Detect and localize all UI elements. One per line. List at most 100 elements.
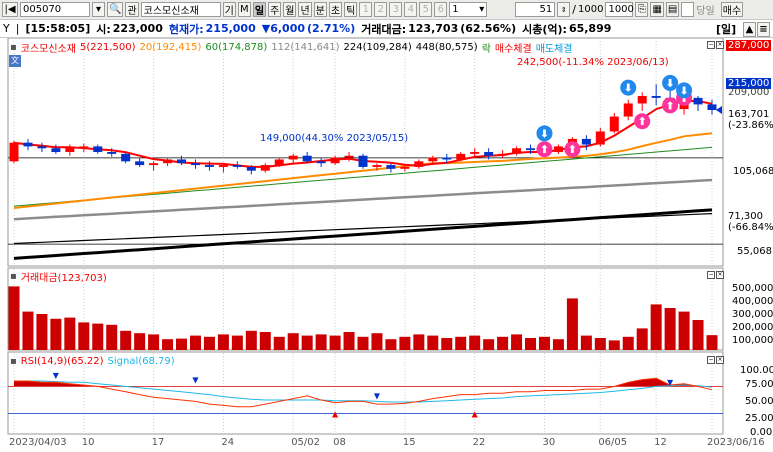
prev-stock-button[interactable]: |◀ xyxy=(2,2,18,17)
date-tick-label: 30 xyxy=(542,437,556,448)
rsi-axis-75: 75.00 xyxy=(745,379,773,390)
volume-bar xyxy=(36,314,48,350)
panel-close-icon[interactable]: × xyxy=(716,41,724,49)
today-label: 당일 xyxy=(696,6,715,17)
volume-minimize-icon[interactable]: − xyxy=(707,271,715,279)
candle-body xyxy=(121,153,131,162)
collapse-icon[interactable]: ▪ xyxy=(10,271,17,282)
collapse-icon[interactable]: ▪ xyxy=(10,356,17,367)
m-button[interactable]: M xyxy=(237,2,251,17)
volume-bar xyxy=(525,338,537,350)
candle-body xyxy=(177,159,187,164)
axis-163k-label: 163,701 xyxy=(728,109,770,120)
chart-tool-icon[interactable]: 文 xyxy=(9,55,21,67)
range-input[interactable]: 1000 xyxy=(605,2,634,17)
ma112-line xyxy=(13,178,713,221)
volume-bar xyxy=(706,335,718,350)
menu-icon[interactable]: ≡ xyxy=(757,22,770,37)
date-tick-label: 06/05 xyxy=(598,437,628,448)
candle-body xyxy=(386,165,396,169)
candle-body xyxy=(707,104,717,110)
vol-axis-500k: 500,000 xyxy=(732,283,773,294)
rsi-panel xyxy=(7,351,724,435)
count-spinner[interactable]: ⇕ xyxy=(557,2,571,17)
volume-bar xyxy=(371,333,383,350)
num-3-button[interactable]: 3 xyxy=(389,2,403,17)
axis-55k-label: 55,068 xyxy=(737,246,772,257)
volume-close-icon[interactable]: × xyxy=(716,271,724,279)
volume-bar xyxy=(203,336,215,350)
period-week-tab[interactable]: 주 xyxy=(268,2,282,17)
num-1-button[interactable]: 1 xyxy=(359,2,373,17)
period-year-tab[interactable]: 년 xyxy=(298,2,312,17)
axis-209k-label: 209,000 xyxy=(728,87,770,98)
volume-bar xyxy=(594,338,606,350)
period-minute-tab[interactable]: 분 xyxy=(313,2,327,17)
volume-bar xyxy=(692,320,704,350)
num-4-button[interactable]: 4 xyxy=(404,2,418,17)
volume-bar xyxy=(483,339,495,350)
search-icon[interactable]: 🔍 xyxy=(107,2,124,17)
volume-bar xyxy=(427,335,439,350)
sell-marker-arrow: ⬇ xyxy=(624,82,633,95)
interval-select[interactable]: 1 ▾ xyxy=(449,2,488,17)
stock-code-input[interactable]: 005070 xyxy=(20,2,90,17)
today-checkbox[interactable] xyxy=(681,2,695,17)
chart-settings-icon[interactable]: Y xyxy=(3,22,10,35)
candle-body xyxy=(651,96,661,98)
rsi-signal-arrow: ▲ xyxy=(332,409,339,418)
count-input[interactable]: 51 xyxy=(515,2,556,17)
candle-body xyxy=(623,103,633,117)
candle-body xyxy=(400,166,410,169)
rsi-close-icon[interactable]: × xyxy=(716,356,724,364)
open-price: 223,000 xyxy=(112,22,163,35)
num-6-button[interactable]: 6 xyxy=(434,2,448,17)
sell-marker xyxy=(536,125,553,142)
volume-bar xyxy=(622,336,634,350)
buy-button[interactable]: 매수 xyxy=(720,2,744,17)
candle-body xyxy=(107,152,117,154)
sell-marker-arrow: ⬇ xyxy=(540,127,549,140)
vol-axis-200k: 200,000 xyxy=(732,322,773,333)
date-tick-label: 08 xyxy=(333,437,346,448)
period-tick-tab[interactable]: 틱 xyxy=(344,2,358,17)
panel-minimize-icon[interactable]: − xyxy=(707,41,715,49)
candle-body xyxy=(37,146,47,149)
period-second-tab[interactable]: 초 xyxy=(328,2,343,17)
screen-icon[interactable]: ⎘ xyxy=(635,2,649,17)
rsi-legend-label: RSI(14,9)(65.22) xyxy=(20,356,104,367)
volume-bar xyxy=(636,328,648,350)
period-day-tab[interactable]: 일 xyxy=(252,2,267,17)
num-5-button[interactable]: 5 xyxy=(419,2,433,17)
volume-bar xyxy=(413,334,425,350)
rsi-minimize-icon[interactable]: − xyxy=(707,356,715,364)
gi-button[interactable]: 기 xyxy=(222,2,236,17)
collapse-icon[interactable]: ▪ xyxy=(10,42,17,53)
grid-icon[interactable]: ▦ xyxy=(650,2,664,17)
candle-body xyxy=(65,147,75,152)
candle-body xyxy=(260,165,270,171)
range-box-value: 1000 xyxy=(608,4,634,15)
date-tick-label: 22 xyxy=(472,437,486,448)
up-arrow-icon[interactable]: ▲ xyxy=(743,22,756,37)
volume-bar xyxy=(231,335,243,350)
chart-icon[interactable]: ▤ xyxy=(665,2,680,17)
num-2-button[interactable]: 2 xyxy=(374,2,388,17)
chart-area[interactable]: ⬆⬆⬆⬆⬆⬇⬇⬇⬇▼▼▲▼▲▼ xyxy=(0,38,773,452)
signal-legend-label: Signal(68.79) xyxy=(107,356,175,367)
volume-bar xyxy=(469,335,481,350)
signal-line xyxy=(14,380,713,403)
stock-name-field: 코스모신소재 xyxy=(140,2,221,17)
dropdown-icon[interactable]: ▾ xyxy=(92,2,105,17)
range-total: 1000 xyxy=(578,4,604,15)
sell-marker xyxy=(676,82,693,99)
volume-bar xyxy=(678,311,690,350)
candle-body xyxy=(456,153,466,160)
volume-bar xyxy=(273,336,285,350)
axis-max-label: 287,000 xyxy=(726,40,772,51)
period-month-tab[interactable]: 월 xyxy=(283,2,297,17)
candle-body xyxy=(9,142,19,162)
date-tick-label: 17 xyxy=(151,437,165,448)
relation-button[interactable]: 관 xyxy=(125,2,139,17)
rsi-signal-arrow: ▼ xyxy=(667,378,674,387)
